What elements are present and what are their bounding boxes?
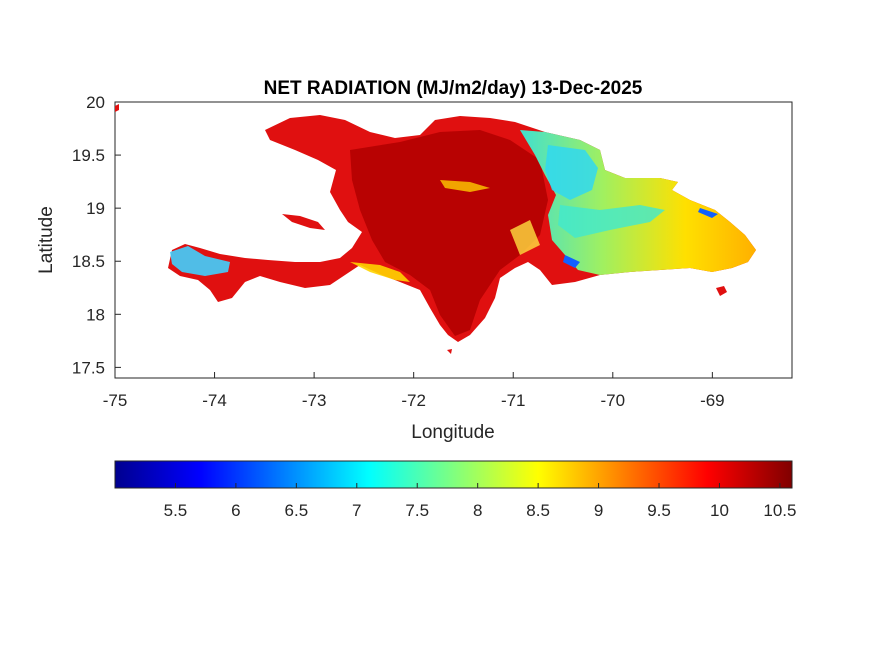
y-tick-label: 19.5 bbox=[72, 146, 105, 165]
colorbar-tick-label: 7 bbox=[352, 501, 361, 520]
beata-island bbox=[447, 349, 452, 354]
colorbar-tick-label: 6.5 bbox=[285, 501, 309, 520]
blue-edge-east bbox=[698, 208, 718, 218]
blue-patch-west-tip bbox=[170, 246, 230, 276]
yellow-streak-3 bbox=[510, 220, 540, 255]
y-tick-label: 19 bbox=[86, 199, 105, 218]
cyan-patch-north bbox=[545, 145, 598, 200]
x-axis-ticks: -75 -74 -73 -72 -71 -70 -69 bbox=[103, 372, 725, 410]
x-tick-label: -71 bbox=[501, 391, 526, 410]
blue-edge-southeast bbox=[563, 255, 580, 268]
yellow-streak-2 bbox=[440, 180, 490, 192]
map-title: NET RADIATION (MJ/m2/day) 13-Dec-2025 bbox=[264, 78, 643, 99]
x-tick-label: -72 bbox=[401, 391, 426, 410]
x-tick-label: -74 bbox=[202, 391, 227, 410]
colorbar-tick-label: 10 bbox=[710, 501, 729, 520]
x-tick-label: -69 bbox=[700, 391, 725, 410]
colorbar-gradient bbox=[114, 460, 793, 489]
x-tick-label: -70 bbox=[601, 391, 626, 410]
y-axis-label: Latitude bbox=[36, 206, 57, 274]
x-tick-label: -75 bbox=[103, 391, 128, 410]
colorbar-tick-label: 9.5 bbox=[647, 501, 671, 520]
colorbar-ticks: 5.5 6 6.5 7 7.5 8 8.5 9 9.5 10 10.5 bbox=[164, 483, 796, 520]
colorbar-tick-label: 6 bbox=[231, 501, 240, 520]
yellow-streak-1 bbox=[350, 262, 410, 282]
colorbar-tick-label: 7.5 bbox=[405, 501, 429, 520]
raster-layer bbox=[115, 104, 756, 354]
colorbar-tick-label: 9 bbox=[594, 501, 603, 520]
cyan-patch-central bbox=[558, 205, 665, 238]
y-tick-label: 20 bbox=[86, 93, 105, 112]
high-radiation-core bbox=[350, 130, 548, 336]
colorbar-tick-label: 8 bbox=[473, 501, 482, 520]
colorbar-tick-label: 5.5 bbox=[164, 501, 188, 520]
y-axis-ticks: 20 19.5 19 18.5 18 17.5 bbox=[72, 93, 121, 377]
tortuga-island bbox=[282, 214, 325, 230]
x-axis-label: Longitude bbox=[411, 422, 494, 443]
x-tick-label: -73 bbox=[302, 391, 327, 410]
map-axes bbox=[114, 101, 793, 379]
y-tick-label: 18 bbox=[86, 305, 105, 324]
navassa-corner bbox=[115, 104, 119, 112]
colorbar: 5.5 6 6.5 7 7.5 8 8.5 9 9.5 10 10.5 bbox=[114, 460, 796, 520]
saona-island bbox=[716, 286, 727, 296]
colorbar-tick-label: 10.5 bbox=[763, 501, 796, 520]
colorbar-tick-label: 8.5 bbox=[526, 501, 550, 520]
y-tick-label: 17.5 bbox=[72, 358, 105, 377]
y-tick-label: 18.5 bbox=[72, 252, 105, 271]
